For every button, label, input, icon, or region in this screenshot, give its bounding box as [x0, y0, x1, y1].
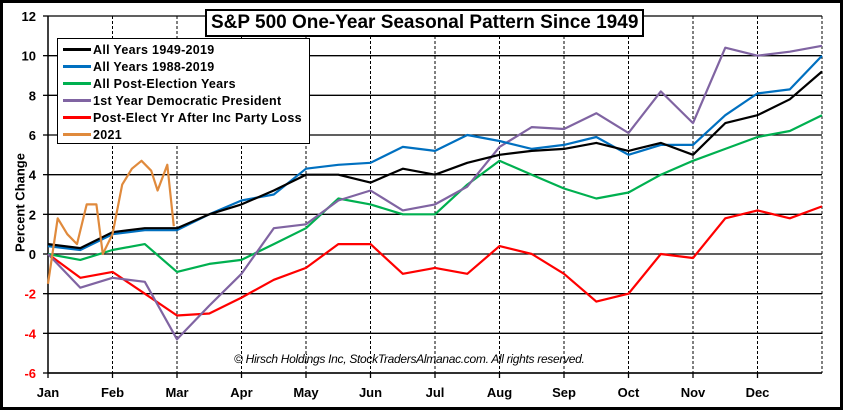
legend-item: 1st Year Democratic President: [63, 92, 281, 109]
legend-swatch: [63, 133, 91, 136]
x-tick-label: May: [293, 385, 319, 400]
legend-swatch: [63, 99, 91, 102]
x-tick-label: Jan: [37, 385, 59, 400]
legend-label: 1st Year Democratic President: [93, 93, 282, 108]
legend-swatch: [63, 82, 91, 85]
x-tick-label: Jun: [359, 385, 382, 400]
series-line-all-years-1949-2019: [47, 70, 823, 250]
series-line-all-post-election-years: [47, 114, 823, 273]
legend-item: All Years 1949-2019: [63, 41, 215, 58]
y-tick-label: 10: [22, 49, 36, 64]
series-line-all-years-1988-2019: [47, 54, 823, 252]
legend-label: 2021: [93, 127, 123, 142]
legend-label: All Post-Election Years: [93, 76, 236, 91]
series-line-1st-year-democratic-president: [47, 44, 823, 341]
x-tick-label: Sep: [552, 385, 576, 400]
y-tick-label: -2: [24, 287, 36, 302]
x-tick-label: Mar: [165, 385, 188, 400]
y-tick-label: 4: [29, 168, 37, 183]
x-tick-label: Nov: [681, 385, 706, 400]
series-line-post-elect-yr-after-inc-party-loss: [47, 205, 823, 317]
copyright-annotation: © Hirsch Holdings Inc, StockTradersAlman…: [234, 352, 585, 366]
legend-swatch: [63, 48, 91, 51]
x-tick-label: Feb: [101, 385, 124, 400]
legend-swatch: [63, 116, 91, 119]
legend-swatch: [63, 65, 91, 68]
y-tick-label: 12: [22, 9, 36, 24]
y-tick-label: 0: [29, 247, 36, 262]
legend-item: Post-Elect Yr After Inc Party Loss: [63, 109, 302, 126]
x-tick-label: Apr: [230, 385, 252, 400]
legend-item: All Post-Election Years: [63, 75, 236, 92]
y-tick-label: 8: [29, 88, 36, 103]
legend-label: All Years 1949-2019: [93, 42, 215, 57]
legend-label: Post-Elect Yr After Inc Party Loss: [93, 110, 302, 125]
legend-item: 2021: [63, 126, 122, 143]
y-tick-label: -6: [24, 366, 36, 381]
y-tick-label: 6: [29, 128, 36, 143]
series-line-2021: [46, 159, 175, 284]
chart-title: S&P 500 One-Year Seasonal Pattern Since …: [205, 9, 645, 37]
legend: All Years 1949-2019 All Years 1988-2019 Al…: [57, 38, 310, 144]
y-axis-label: Percent Change: [12, 153, 28, 252]
x-tick-label: Jul: [426, 385, 445, 400]
legend-item: All Years 1988-2019: [63, 58, 215, 75]
x-tick-label: Oct: [618, 385, 640, 400]
x-tick-label: Dec: [746, 385, 770, 400]
x-tick-label: Aug: [487, 385, 512, 400]
legend-label: All Years 1988-2019: [93, 59, 215, 74]
y-tick-label: -4: [24, 326, 36, 341]
y-tick-label: 2: [29, 207, 36, 222]
